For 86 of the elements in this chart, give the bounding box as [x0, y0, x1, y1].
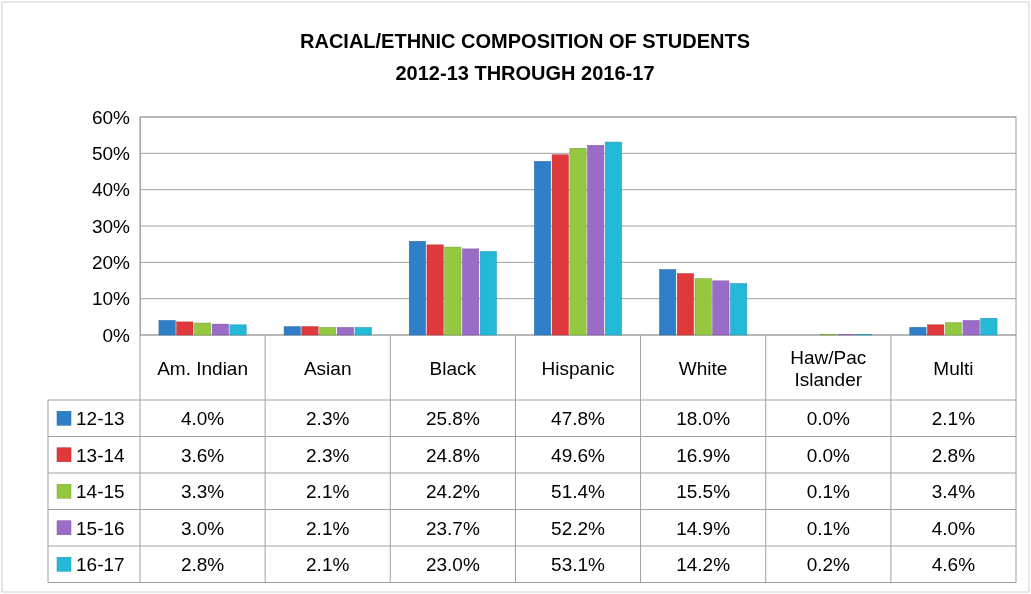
x-tick-label: Hispanic: [541, 357, 615, 379]
data-label: 3.3%: [180, 481, 225, 503]
data-label: 51.4%: [551, 481, 606, 503]
bar: [909, 327, 927, 336]
x-tick-label: White: [678, 357, 728, 379]
y-tick-label: 0%: [102, 324, 131, 346]
y-tick-label: 20%: [91, 251, 131, 273]
bar: [194, 322, 211, 336]
x-tick-label: Haw/Pac Islander: [790, 346, 867, 390]
data-label: 4.0%: [931, 517, 976, 539]
bar: [962, 320, 980, 336]
data-label: 15.5%: [676, 481, 731, 503]
bar: [677, 273, 694, 336]
data-label: 0.1%: [806, 517, 851, 539]
data-label: 0.0%: [806, 444, 851, 466]
data-label: 47.8%: [551, 408, 606, 430]
data-label: 49.6%: [551, 444, 606, 466]
legend-label: 16-17: [76, 554, 125, 576]
data-label: 23.0%: [425, 554, 480, 576]
data-label: 2.8%: [180, 554, 225, 576]
bar: [605, 141, 622, 336]
bar: [211, 323, 229, 336]
data-label: 3.4%: [931, 481, 976, 503]
data-label: 53.1%: [551, 554, 606, 576]
data-label: 3.6%: [180, 444, 225, 466]
legend-label: 13-14: [76, 444, 126, 466]
x-tick-label: Asian: [303, 357, 352, 379]
bar: [534, 161, 551, 336]
legend-label: 12-13: [76, 408, 125, 430]
bar: [462, 248, 479, 336]
bar: [712, 280, 730, 336]
bar: [694, 278, 712, 336]
data-label: 4.6%: [931, 554, 976, 576]
bar: [444, 246, 462, 336]
bar: [354, 327, 372, 336]
y-tick-label: 40%: [91, 179, 131, 201]
bar: [569, 148, 587, 336]
y-tick-label: 10%: [91, 288, 131, 310]
bar: [659, 269, 677, 336]
bar: [426, 244, 444, 336]
data-label: 4.0%: [180, 408, 225, 430]
bar: [730, 283, 748, 336]
bar: [408, 241, 426, 336]
bar: [587, 145, 605, 336]
data-label: 3.0%: [180, 517, 225, 539]
bar: [479, 251, 497, 336]
data-label: 16.9%: [676, 444, 731, 466]
bar: [283, 326, 301, 336]
data-label: 23.7%: [425, 517, 480, 539]
data-label: 0.2%: [806, 554, 851, 576]
x-tick-label: Multi: [933, 357, 974, 379]
data-label: 2.1%: [306, 481, 350, 503]
data-label: 14.9%: [676, 517, 731, 539]
data-label: 2.3%: [306, 408, 350, 430]
bar: [927, 324, 945, 336]
bar: [551, 154, 569, 336]
y-tick-label: 50%: [91, 142, 131, 164]
data-label: 0.0%: [806, 408, 851, 430]
y-tick-label: 60%: [91, 106, 131, 128]
data-label: 2.1%: [306, 554, 350, 576]
data-label: 0.1%: [806, 481, 851, 503]
data-label: 24.8%: [425, 444, 480, 466]
legend-label: 14-15: [76, 481, 125, 503]
data-label: 2.1%: [306, 517, 350, 539]
bar: [301, 326, 319, 336]
data-label: 2.1%: [931, 408, 976, 430]
bar: [980, 318, 998, 336]
data-label: 18.0%: [676, 408, 731, 430]
data-label: 2.3%: [306, 444, 350, 466]
chart-subtitle: 2012-13 THROUGH 2016-17: [395, 62, 655, 84]
x-tick-label: Am. Indian: [157, 357, 248, 379]
x-tick-label: Black: [429, 357, 477, 379]
data-label: 2.8%: [931, 444, 976, 466]
data-label: 14.2%: [676, 554, 731, 576]
bar: [319, 327, 337, 336]
data-label: 25.8%: [425, 408, 480, 430]
data-label: 24.2%: [425, 481, 480, 503]
bar: [945, 322, 962, 336]
data-label: 52.2%: [551, 517, 606, 539]
bar: [229, 324, 247, 336]
legend-label: 15-16: [76, 517, 125, 539]
bar: [337, 327, 354, 336]
chart-title: RACIAL/ETHNIC COMPOSITION OF STUDENTS: [300, 30, 750, 52]
bar: [158, 320, 176, 336]
bar: [176, 321, 194, 336]
y-tick-label: 30%: [91, 215, 131, 237]
